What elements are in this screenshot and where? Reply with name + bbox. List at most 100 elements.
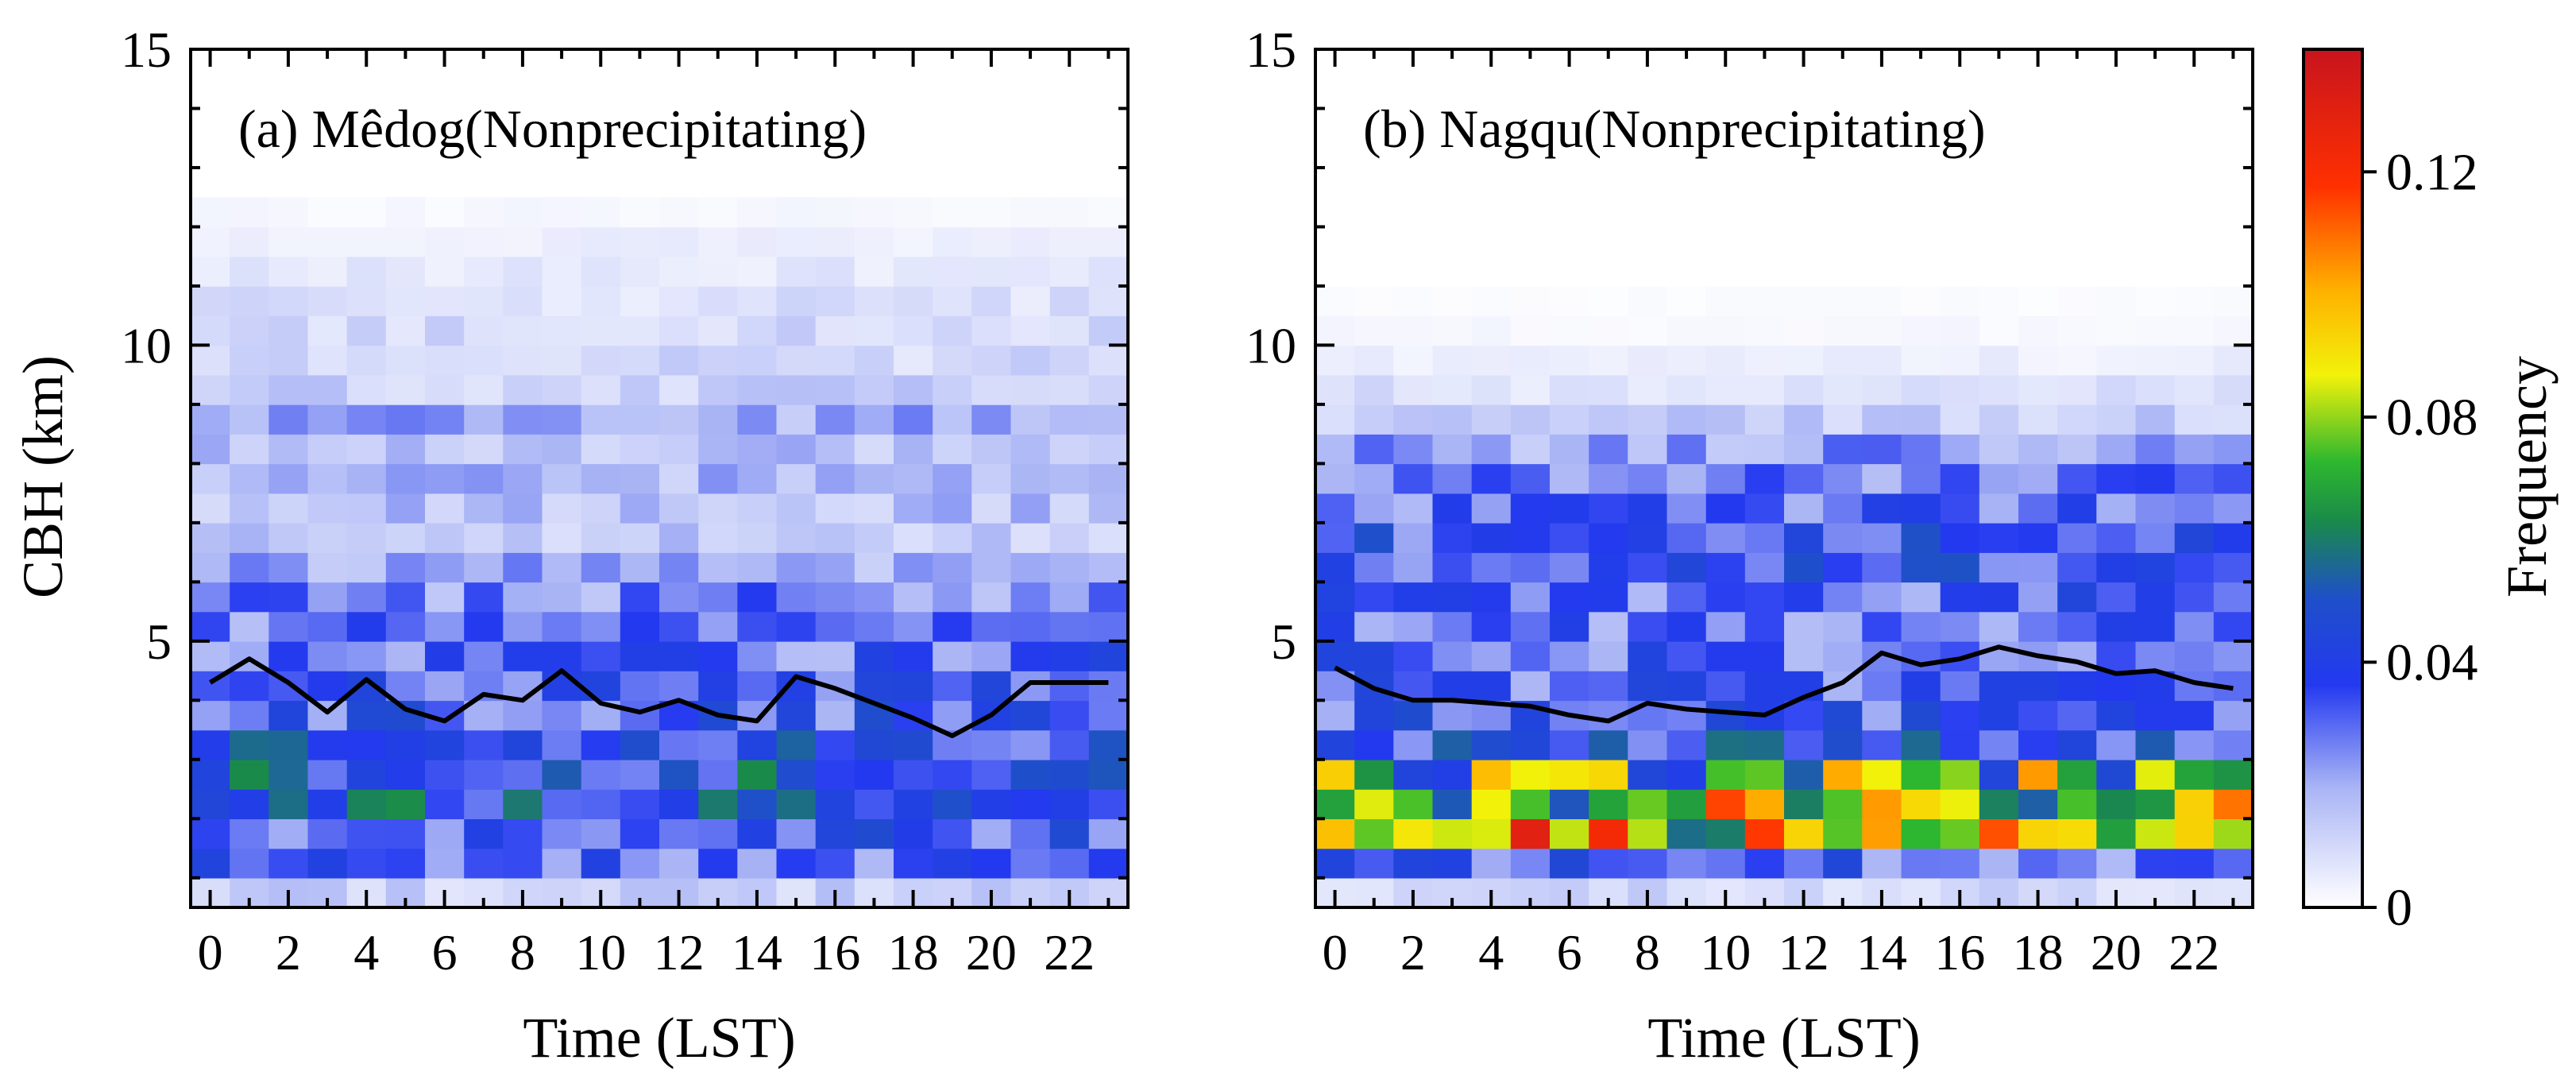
heatmap-cell <box>815 256 855 287</box>
y-tick-label: 5 <box>1271 613 1296 670</box>
heatmap-cell <box>698 671 739 702</box>
heatmap-cell <box>659 434 699 465</box>
heatmap-cell <box>971 552 1012 583</box>
heatmap-cell <box>659 315 699 346</box>
heatmap-cell <box>581 611 621 642</box>
heatmap-cell <box>1901 404 1941 435</box>
heatmap-cell <box>2135 345 2176 376</box>
heatmap-cell <box>1940 404 1980 435</box>
heatmap-cell <box>698 256 739 287</box>
heatmap-cell <box>1862 848 1902 879</box>
heatmap-cell <box>191 640 230 671</box>
heatmap-cell <box>1784 226 1824 257</box>
heatmap-cell <box>385 493 426 524</box>
heatmap-cell <box>230 818 270 849</box>
heatmap-cell <box>933 522 973 553</box>
heatmap-cell <box>620 493 660 524</box>
heatmap-cell <box>1049 226 1090 257</box>
heatmap-cell <box>1432 493 1473 524</box>
heatmap-cell <box>425 256 465 287</box>
heatmap-cell <box>1088 552 1129 583</box>
heatmap-cell <box>1666 759 1707 790</box>
heatmap-cell <box>1471 197 1512 228</box>
heatmap-cell <box>815 789 855 819</box>
heatmap-cell <box>1589 285 1629 316</box>
heatmap-cell <box>1901 848 1941 879</box>
heatmap-cell <box>2096 582 2137 613</box>
heatmap-cell <box>542 759 582 790</box>
heatmap-cell <box>1862 226 1902 257</box>
heatmap-cell <box>1432 256 1473 287</box>
heatmap-cell <box>1744 374 1785 405</box>
heatmap-cell <box>620 463 660 494</box>
x-tick-label: 22 <box>1044 924 1095 981</box>
heatmap-cell <box>971 611 1012 642</box>
heatmap-cell <box>581 345 621 376</box>
heatmap-cell <box>385 759 426 790</box>
heatmap-cell <box>191 729 230 760</box>
heatmap-cell <box>1088 522 1129 553</box>
heatmap-cell <box>307 404 348 435</box>
heatmap-cell <box>854 404 894 435</box>
x-tick-label: 20 <box>2091 924 2142 981</box>
heatmap-cell <box>659 256 699 287</box>
heatmap-cell <box>581 374 621 405</box>
heatmap-cell <box>1823 256 1863 287</box>
heatmap-cell <box>503 434 543 465</box>
heatmap-cell <box>268 552 309 583</box>
heatmap-cell <box>2057 729 2098 760</box>
heatmap-cell <box>620 434 660 465</box>
heatmap-cell <box>2135 582 2176 613</box>
plot-frame-medog <box>189 48 1130 909</box>
heatmap-cell <box>1744 226 1785 257</box>
heatmap-cell <box>854 226 894 257</box>
heatmap-cell <box>268 226 309 257</box>
heatmap-cell <box>1784 315 1824 346</box>
heatmap-cell <box>776 552 817 583</box>
heatmap-cell <box>1666 671 1707 702</box>
heatmap-cell <box>2018 374 2058 405</box>
heatmap-cell <box>425 197 465 228</box>
heatmap-cell <box>346 700 387 731</box>
heatmap-cell <box>1049 404 1090 435</box>
heatmap-cell <box>1471 848 1512 879</box>
x-axis-label-medog: Time (LST) <box>523 1006 795 1070</box>
heatmap-cell <box>1823 463 1863 494</box>
heatmap-cell <box>191 493 230 524</box>
heatmap-cell <box>854 434 894 465</box>
heatmap-cell <box>1354 582 1395 613</box>
heatmap-cell <box>191 848 230 879</box>
heatmap-cell <box>815 404 855 435</box>
heatmap-cell <box>2057 463 2098 494</box>
heatmap-cell <box>503 463 543 494</box>
heatmap-cell <box>503 493 543 524</box>
heatmap-cell <box>1589 582 1629 613</box>
heatmap-cell <box>230 493 270 524</box>
heatmap-cell <box>1628 285 1668 316</box>
heatmap-cell <box>503 848 543 879</box>
heatmap-cell <box>307 848 348 879</box>
heatmap-cell <box>933 197 973 228</box>
heatmap-cell <box>2018 729 2058 760</box>
heatmap-cell <box>1940 226 1980 257</box>
heatmap-cell <box>1432 700 1473 731</box>
heatmap-cell <box>230 789 270 819</box>
heatmap-cell <box>737 315 778 346</box>
heatmap-cell <box>307 640 348 671</box>
heatmap-cell <box>1901 552 1941 583</box>
heatmap-cell <box>894 759 933 790</box>
heatmap-cell <box>268 315 309 346</box>
heatmap-cell <box>1010 552 1051 583</box>
heatmap-cell <box>1010 729 1051 760</box>
heatmap-cell <box>1315 434 1355 465</box>
heatmap-cell <box>2174 611 2215 642</box>
heatmap-cell <box>1510 848 1551 879</box>
heatmap-cell <box>1393 345 1434 376</box>
heatmap-cell <box>2135 848 2176 879</box>
heatmap-cell <box>1432 522 1473 553</box>
heatmap-cell <box>1471 611 1512 642</box>
heatmap-cell <box>1666 197 1707 228</box>
colorbar-tick-label: 0.08 <box>2386 389 2478 447</box>
heatmap-cell <box>698 197 739 228</box>
heatmap-cell <box>1010 611 1051 642</box>
